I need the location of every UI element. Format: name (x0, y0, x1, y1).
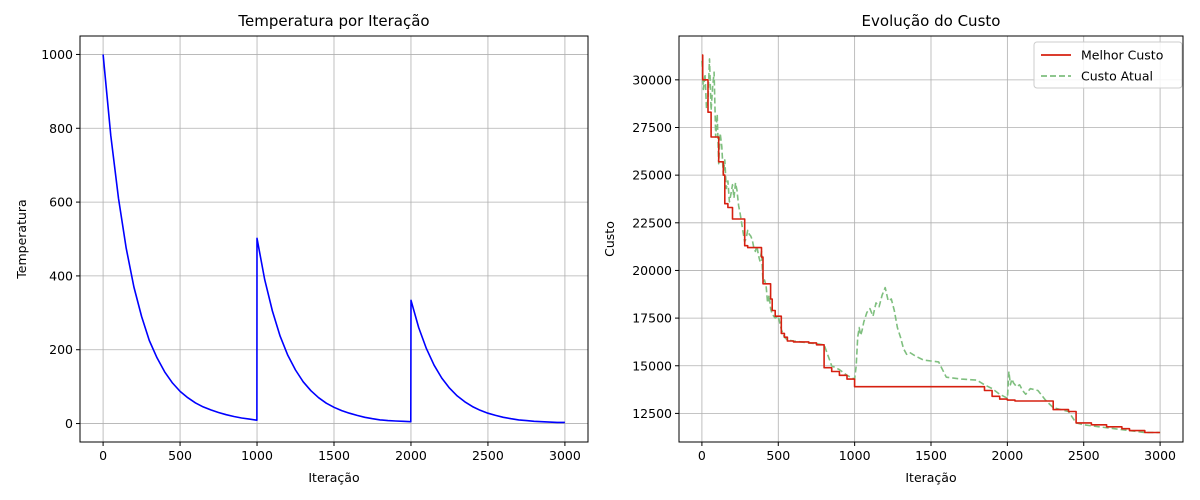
cost-ytick-label-25000: 25000 (632, 168, 672, 183)
cost-ytick-label-27500: 27500 (632, 120, 672, 135)
cost-ytick-label-22500: 22500 (632, 215, 672, 230)
cost-xtick-label-3000: 3000 (1144, 448, 1176, 463)
series-line-melhor-custo (701, 54, 1161, 434)
cost-chart: 0 500 1000 1500 2000 2500 3000 12500 15000 17500 2… (602, 12, 1184, 485)
temperature-chart-ylabel: Temperatura (14, 199, 29, 279)
cost-xtick-label-1500: 1500 (915, 448, 947, 463)
temperature-xtick-label-2500: 2500 (472, 448, 504, 463)
temperature-ytick-label-600: 600 (49, 195, 73, 210)
cost-xtick-label-2000: 2000 (991, 448, 1023, 463)
cost-ytick-label-15000: 15000 (632, 358, 672, 373)
temperature-chart-title: Temperatura por Iteração (237, 12, 429, 30)
cost-xtick-label-500: 500 (766, 448, 790, 463)
cost-xtick-label-1000: 1000 (839, 448, 871, 463)
cost-chart-marks (701, 54, 1161, 434)
temperature-ytick-label-800: 800 (49, 121, 73, 136)
temperature-series-line (102, 54, 565, 424)
temperature-xtick-label-2000: 2000 (395, 448, 427, 463)
cost-chart-grid (679, 36, 1183, 442)
temperature-ytick-label-200: 200 (49, 342, 73, 357)
cost-xtick-label-2500: 2500 (1068, 448, 1100, 463)
cost-ytick-label-20000: 20000 (632, 263, 672, 278)
temperature-xtick-label-500: 500 (168, 448, 192, 463)
temperature-xtick-label-1500: 1500 (318, 448, 350, 463)
cost-chart-ticks: 0 500 1000 1500 2000 2500 3000 12500 15000 17500 2… (632, 72, 1176, 463)
legend-label-custo-atual: Custo Atual (1081, 69, 1153, 84)
legend-label-melhor-custo: Melhor Custo (1081, 48, 1163, 63)
series-line-custo-atual (701, 58, 1161, 434)
cost-ytick-label-12500: 12500 (632, 406, 672, 421)
temperature-xtick-label-1000: 1000 (241, 448, 273, 463)
cost-xtick-label-0: 0 (698, 448, 706, 463)
cost-ytick-label-30000: 30000 (632, 72, 672, 87)
cost-ytick-label-17500: 17500 (632, 311, 672, 326)
temperature-chart-marks (102, 54, 565, 424)
temperature-ytick-label-0: 0 (65, 416, 73, 431)
cost-chart-xlabel: Iteração (905, 470, 956, 485)
temperature-ytick-label-400: 400 (49, 268, 73, 283)
temperature-xtick-label-3000: 3000 (549, 448, 581, 463)
temperature-chart-ticks: 0 500 1000 1500 2000 2500 3000 0 200 400 600 800 100… (41, 47, 581, 463)
temperature-chart-grid (80, 36, 588, 442)
cost-chart-title: Evolução do Custo (862, 12, 1001, 30)
cost-chart-ylabel: Custo (602, 221, 617, 257)
temperature-chart-xlabel: Iteração (308, 470, 359, 485)
temperature-ytick-label-1000: 1000 (41, 47, 73, 62)
temperature-chart: 0 500 1000 1500 2000 2500 3000 0 200 400 600 800 100… (14, 12, 589, 485)
temperature-xtick-label-0: 0 (99, 448, 107, 463)
cost-chart-legend: Melhor Custo Custo Atual (1033, 41, 1183, 89)
